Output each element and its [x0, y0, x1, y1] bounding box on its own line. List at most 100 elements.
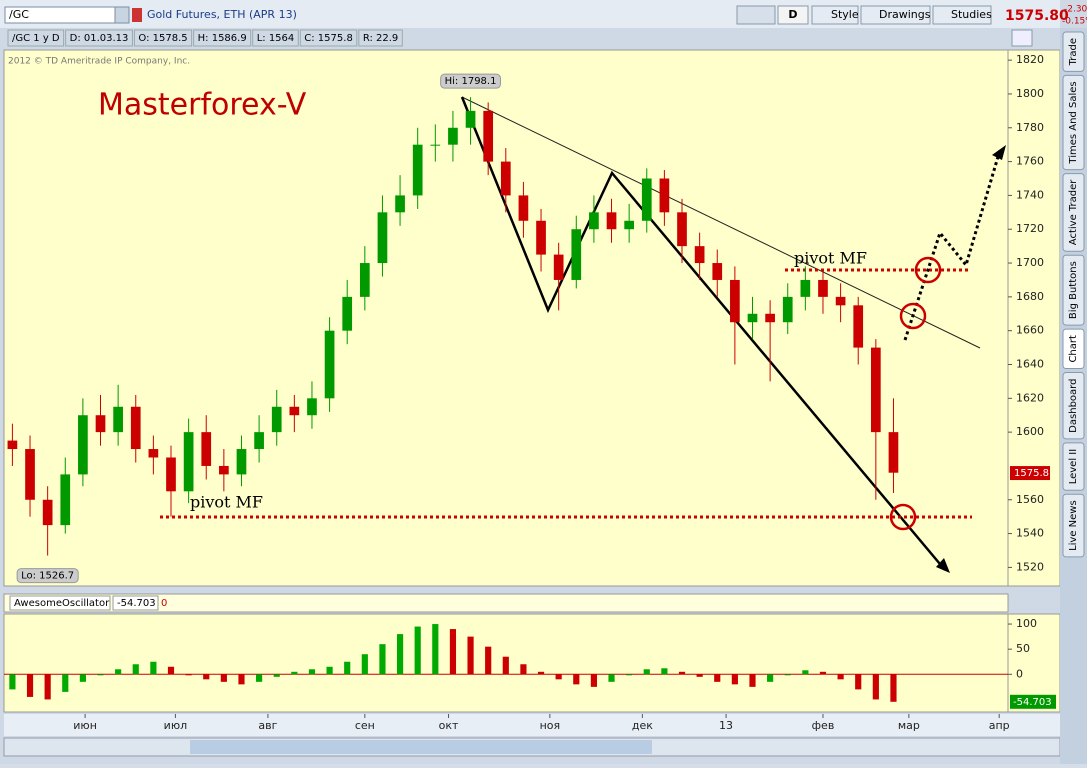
- marker: [899, 302, 927, 330]
- candle-body: [571, 229, 582, 280]
- candle-body: [201, 432, 212, 466]
- drawings-button[interactable]: [860, 5, 931, 25]
- description: Gold Futures, ETH (APR 13): [147, 8, 297, 21]
- chart-settings[interactable]: [1011, 29, 1033, 47]
- oscillator-bar: [344, 661, 351, 675]
- info-cell: L: 1564: [257, 33, 295, 44]
- tab-label[interactable]: Times And Sales: [1068, 81, 1079, 164]
- candle-body: [219, 465, 229, 475]
- tab-label[interactable]: Big Buttons: [1068, 261, 1079, 319]
- side-tab[interactable]: Active Trader: [1062, 173, 1085, 252]
- candle-body: [465, 110, 476, 128]
- oscillator-bar: [485, 646, 492, 675]
- oscillator-bar: [9, 674, 16, 690]
- study-name[interactable]: AwesomeOscillator: [14, 598, 110, 609]
- button-label[interactable]: Studies: [951, 8, 992, 21]
- y-tick-label: 1820: [1016, 53, 1044, 66]
- x-tick-label: сен: [355, 719, 375, 732]
- info-border: [299, 29, 358, 47]
- candle-body: [148, 449, 159, 458]
- marker: [914, 256, 942, 284]
- side-tab[interactable]: Level II: [1062, 442, 1085, 491]
- info-cell: C: 1575.8: [304, 33, 353, 44]
- tab-label[interactable]: Live News: [1068, 500, 1079, 551]
- side-tab[interactable]: Times And Sales: [1062, 74, 1085, 171]
- candle-body: [166, 457, 176, 492]
- candle-body: [782, 296, 793, 323]
- candle-body: [359, 263, 370, 297]
- tab-label[interactable]: Trade: [1068, 38, 1079, 66]
- candle-body: [712, 263, 723, 280]
- side-tab[interactable]: Trade: [1062, 31, 1085, 72]
- candle-body: [730, 279, 740, 323]
- candle-body: [236, 449, 247, 475]
- arrowhead: [936, 558, 950, 573]
- side-tab[interactable]: Live News: [1062, 493, 1085, 558]
- info-border: [193, 29, 252, 47]
- tools[interactable]: [736, 5, 776, 25]
- study-name-box[interactable]: [9, 595, 111, 611]
- tab-box: [1062, 254, 1085, 326]
- value-marker: [1010, 694, 1056, 709]
- candle-body: [624, 220, 634, 230]
- study-param: 0: [161, 598, 167, 609]
- oscillator-bar: [396, 634, 404, 675]
- oscillator-bar: [26, 674, 34, 697]
- value-label: -54.703: [1013, 697, 1052, 708]
- side-tab[interactable]: Big Buttons: [1062, 254, 1085, 326]
- candle-body: [78, 415, 88, 475]
- oscillator-bar: [872, 674, 879, 700]
- candle-body: [888, 432, 899, 473]
- y-tick-label: 1660: [1016, 324, 1044, 337]
- style-button[interactable]: [811, 5, 859, 25]
- oscillator-bar: [819, 671, 827, 675]
- candle-body: [271, 406, 282, 433]
- tab-label[interactable]: Level II: [1068, 449, 1079, 484]
- x-tick-label: окт: [439, 719, 459, 732]
- aggregation[interactable]: D: [788, 8, 797, 21]
- tab-box: [1062, 31, 1085, 72]
- info-border: [133, 29, 193, 47]
- candle-body: [307, 398, 317, 416]
- side-tab[interactable]: Chart: [1062, 328, 1085, 370]
- candle-body: [870, 347, 881, 433]
- annotation: pivot MF: [794, 249, 867, 268]
- tab-label[interactable]: Dashboard: [1068, 379, 1079, 433]
- y-tick-label: 100: [1016, 617, 1037, 630]
- oscillator-bar: [661, 668, 668, 675]
- tab-label[interactable]: Chart: [1068, 335, 1079, 363]
- aggregation-button[interactable]: [777, 5, 809, 25]
- oscillator-bar: [767, 674, 774, 682]
- candle-body: [42, 499, 53, 526]
- oscillator-bar: [97, 674, 104, 676]
- extreme-label: Hi: 1798.1: [445, 76, 497, 87]
- side-tab[interactable]: Dashboard: [1062, 372, 1085, 440]
- oscillator-bar: [167, 666, 175, 675]
- marker: [889, 503, 917, 531]
- oscillator-bar: [203, 674, 210, 680]
- button-label[interactable]: Drawings: [879, 8, 931, 21]
- y-tick-label: 1780: [1016, 121, 1044, 134]
- oscillator-bar: [150, 661, 157, 675]
- oscillator-bar: [449, 629, 457, 675]
- arrowhead: [992, 145, 1006, 160]
- y-tick-label: 1640: [1016, 357, 1044, 370]
- candle-body: [183, 432, 194, 492]
- y-tick-label: 1560: [1016, 493, 1044, 506]
- candle-body: [659, 178, 670, 213]
- dropdown[interactable]: [114, 6, 130, 24]
- oscillator-bar: [414, 626, 421, 675]
- price-label: 1575.8: [1014, 468, 1049, 479]
- studies-button[interactable]: [932, 5, 992, 25]
- candle-body: [377, 212, 388, 264]
- candle-body: [342, 296, 353, 331]
- button-label[interactable]: Style: [831, 8, 859, 21]
- oscillator-bar: [502, 656, 509, 675]
- oscillator-bar: [361, 654, 368, 675]
- icon[interactable]: [132, 8, 142, 22]
- tab-label[interactable]: Active Trader: [1068, 179, 1079, 245]
- x-tick-label: мар: [898, 719, 920, 732]
- scroll-thumb[interactable]: [190, 740, 652, 754]
- symbol[interactable]: /GC: [9, 8, 29, 21]
